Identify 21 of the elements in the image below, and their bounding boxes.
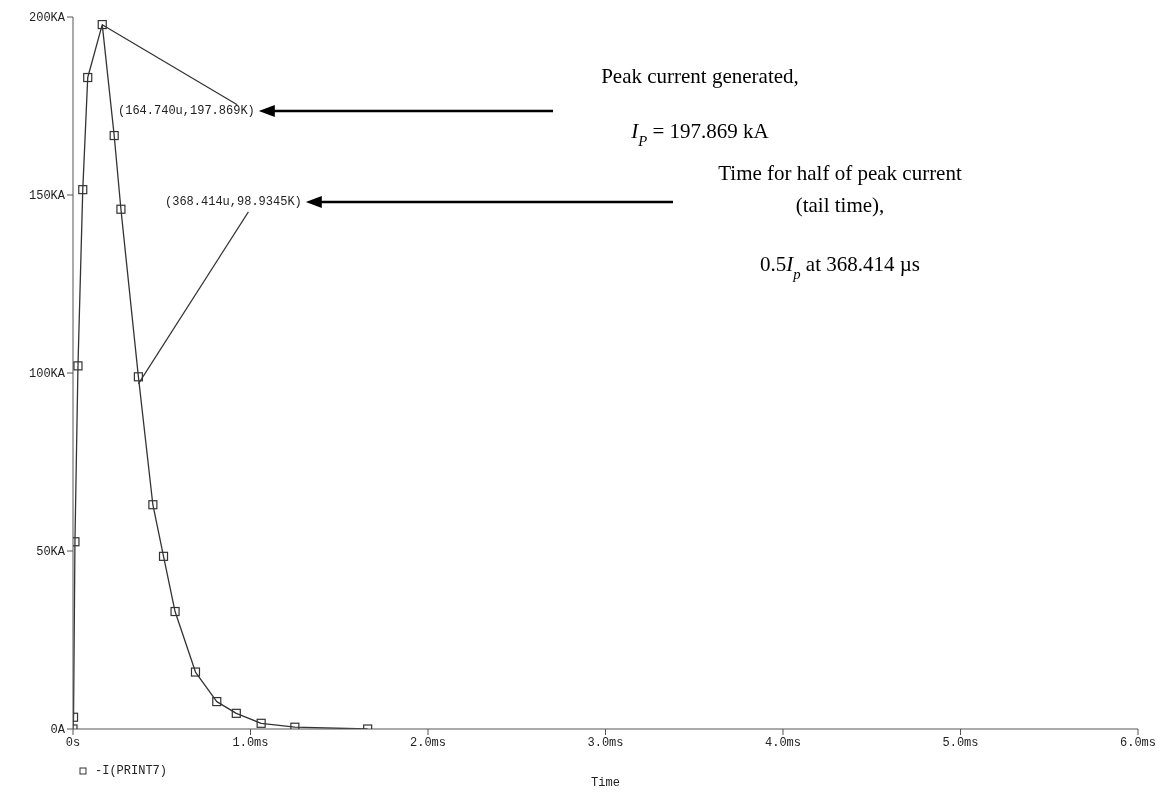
x-tick-label: 3.0ms bbox=[587, 735, 624, 750]
annotation: (368.414u,98.9345K) bbox=[165, 195, 302, 210]
y-tick-label: 150KA bbox=[28, 189, 66, 204]
legend-label: -I(PRINT7) bbox=[95, 764, 168, 778]
x-tick-label: 6.0ms bbox=[1119, 735, 1157, 750]
y-tick-label: 100KA bbox=[28, 367, 66, 382]
annotation: Peak current generated, bbox=[601, 64, 799, 88]
x-tick-label: 1.0ms bbox=[232, 735, 269, 750]
y-tick-label: 50KA bbox=[36, 545, 66, 560]
x-tick-label: 0s bbox=[65, 735, 81, 750]
y-tick-label: 200KA bbox=[28, 11, 66, 26]
x-tick-label: 4.0ms bbox=[764, 735, 802, 750]
annotation: (164.740u,197.869K) bbox=[118, 104, 255, 119]
y-tick-label: 0A bbox=[50, 723, 66, 738]
x-tick-label: 5.0ms bbox=[942, 735, 979, 750]
x-tick-label: 2.0ms bbox=[409, 735, 447, 750]
annotation: (tail time), bbox=[795, 193, 885, 217]
annotation: Time for half of peak current bbox=[718, 161, 962, 185]
annotation: I$_{P}$ = 197.869 kA bbox=[630, 119, 770, 149]
x-axis-title: Time bbox=[591, 776, 620, 790]
annotation: 0.5I$_{p}$ at 368.414 µs bbox=[759, 252, 921, 282]
